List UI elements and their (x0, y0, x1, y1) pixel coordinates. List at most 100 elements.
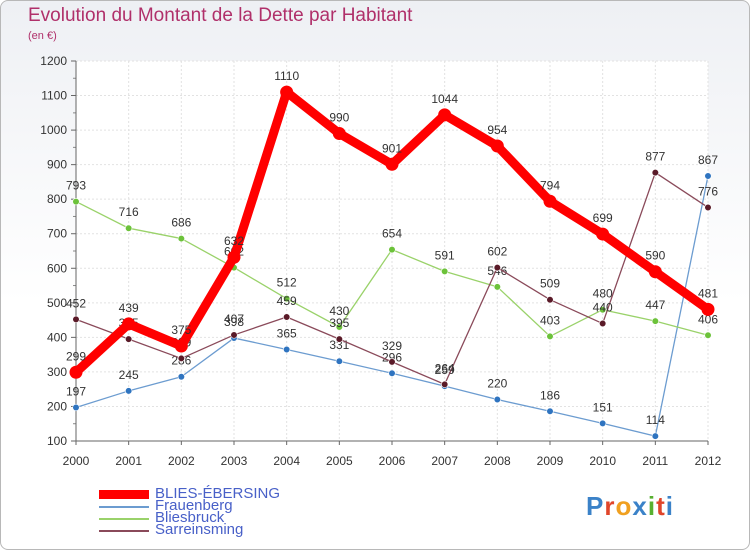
data-label: 512 (277, 276, 297, 290)
series-blies-bersing: 299 439 375 632 1110 990 901 1044 954 794 699 590 48… (66, 69, 718, 379)
data-label: 794 (540, 178, 560, 192)
data-point (546, 332, 554, 340)
logo-letter: t (656, 491, 666, 521)
x-tick-label: 2003 (221, 454, 248, 468)
data-label: 590 (645, 249, 665, 263)
data-label: 793 (66, 179, 86, 193)
data-label: 602 (487, 245, 507, 259)
data-label: 632 (224, 234, 244, 248)
x-tick-label: 2005 (326, 454, 353, 468)
data-label: 447 (645, 298, 665, 312)
data-point (125, 335, 133, 343)
data-point (72, 198, 80, 206)
legend-label: Bliesbruck (155, 509, 225, 526)
data-point (388, 369, 396, 377)
axes: 1002003004005006007008009001000110012002… (40, 54, 721, 468)
data-point (546, 407, 554, 415)
data-label: 699 (593, 211, 613, 225)
data-point (227, 250, 241, 264)
data-label: 114 (646, 413, 665, 427)
chart-unit: (en €) (28, 30, 57, 42)
x-tick-label: 2010 (589, 454, 616, 468)
data-label: 398 (224, 315, 244, 329)
data-point (283, 345, 291, 354)
data-label: 686 (171, 216, 191, 230)
data-point (701, 302, 715, 316)
data-label: 375 (171, 323, 191, 337)
legend-swatch (99, 530, 149, 532)
series-sarreinsming: 452395339407459395329264602509440877776 (66, 150, 718, 388)
y-tick-label: 500 (47, 296, 67, 310)
y-tick-label: 1000 (40, 123, 67, 137)
data-label: 867 (698, 153, 718, 167)
logo-letter: P (586, 491, 605, 521)
y-tick-label: 300 (47, 365, 67, 379)
series-bliesbruck: 793716686602512430654591546403480447406 (66, 179, 718, 340)
data-point (230, 331, 238, 339)
y-tick-label: 100 (47, 434, 67, 448)
legend-label: BLIES-ÉBERSING (155, 485, 281, 502)
data-point (441, 380, 449, 388)
data-point (599, 419, 607, 427)
y-tick-label: 600 (47, 261, 67, 275)
data-point (599, 306, 607, 314)
data-label: 716 (119, 205, 139, 219)
data-point (704, 203, 712, 212)
y-tick-label: 700 (47, 227, 67, 241)
logo-letter: x (632, 491, 648, 521)
data-point (125, 387, 133, 395)
data-point (493, 263, 501, 272)
data-label: 480 (593, 287, 613, 301)
data-label: 365 (277, 326, 297, 340)
data-label: 406 (698, 312, 718, 326)
series-layer: 1972452863983653312962592201861511148677… (66, 69, 718, 440)
data-point (438, 108, 452, 122)
x-tick-label: 2006 (379, 454, 406, 468)
data-label: 151 (593, 400, 613, 414)
data-label: 430 (329, 304, 349, 318)
legend-swatch (99, 518, 149, 520)
data-point (283, 313, 291, 321)
y-tick-label: 900 (47, 158, 67, 172)
data-label: 591 (435, 248, 455, 262)
y-tick-label: 1200 (40, 54, 67, 68)
data-label: 1044 (431, 92, 458, 106)
x-tick-label: 2002 (168, 454, 195, 468)
logo-letter: r (604, 491, 616, 521)
data-point (388, 246, 396, 254)
data-label: 459 (277, 294, 297, 308)
y-tick-label: 800 (47, 192, 67, 206)
data-label: 452 (66, 296, 86, 310)
x-tick-label: 2001 (115, 454, 142, 468)
y-tick-label: 1100 (41, 89, 67, 103)
data-point (596, 227, 610, 241)
chart-title: Evolution du Montant de la Dette par Hab… (28, 5, 413, 26)
data-label: 481 (698, 286, 718, 300)
data-label: 776 (698, 184, 718, 198)
data-point (335, 357, 343, 365)
x-tick-label: 2011 (642, 454, 668, 468)
data-point (543, 194, 557, 208)
data-point (280, 85, 294, 99)
data-point (490, 139, 504, 153)
legend-swatch (99, 490, 149, 499)
data-label: 877 (645, 150, 665, 164)
y-tick-label: 200 (47, 399, 67, 413)
data-label: 439 (119, 301, 139, 315)
x-tick-label: 2004 (273, 454, 300, 468)
data-label: 296 (382, 350, 402, 364)
data-label: 197 (66, 384, 86, 398)
legend-swatch (99, 506, 149, 508)
data-point (546, 296, 554, 304)
data-label: 403 (540, 313, 560, 327)
data-label: 440 (593, 301, 613, 315)
data-point (599, 319, 607, 328)
data-point (177, 373, 185, 381)
data-label: 299 (66, 349, 86, 363)
data-label: 654 (382, 227, 402, 241)
data-label: 220 (487, 377, 507, 391)
data-label: 407 (224, 312, 244, 326)
data-point (125, 224, 133, 232)
data-point (177, 354, 185, 363)
